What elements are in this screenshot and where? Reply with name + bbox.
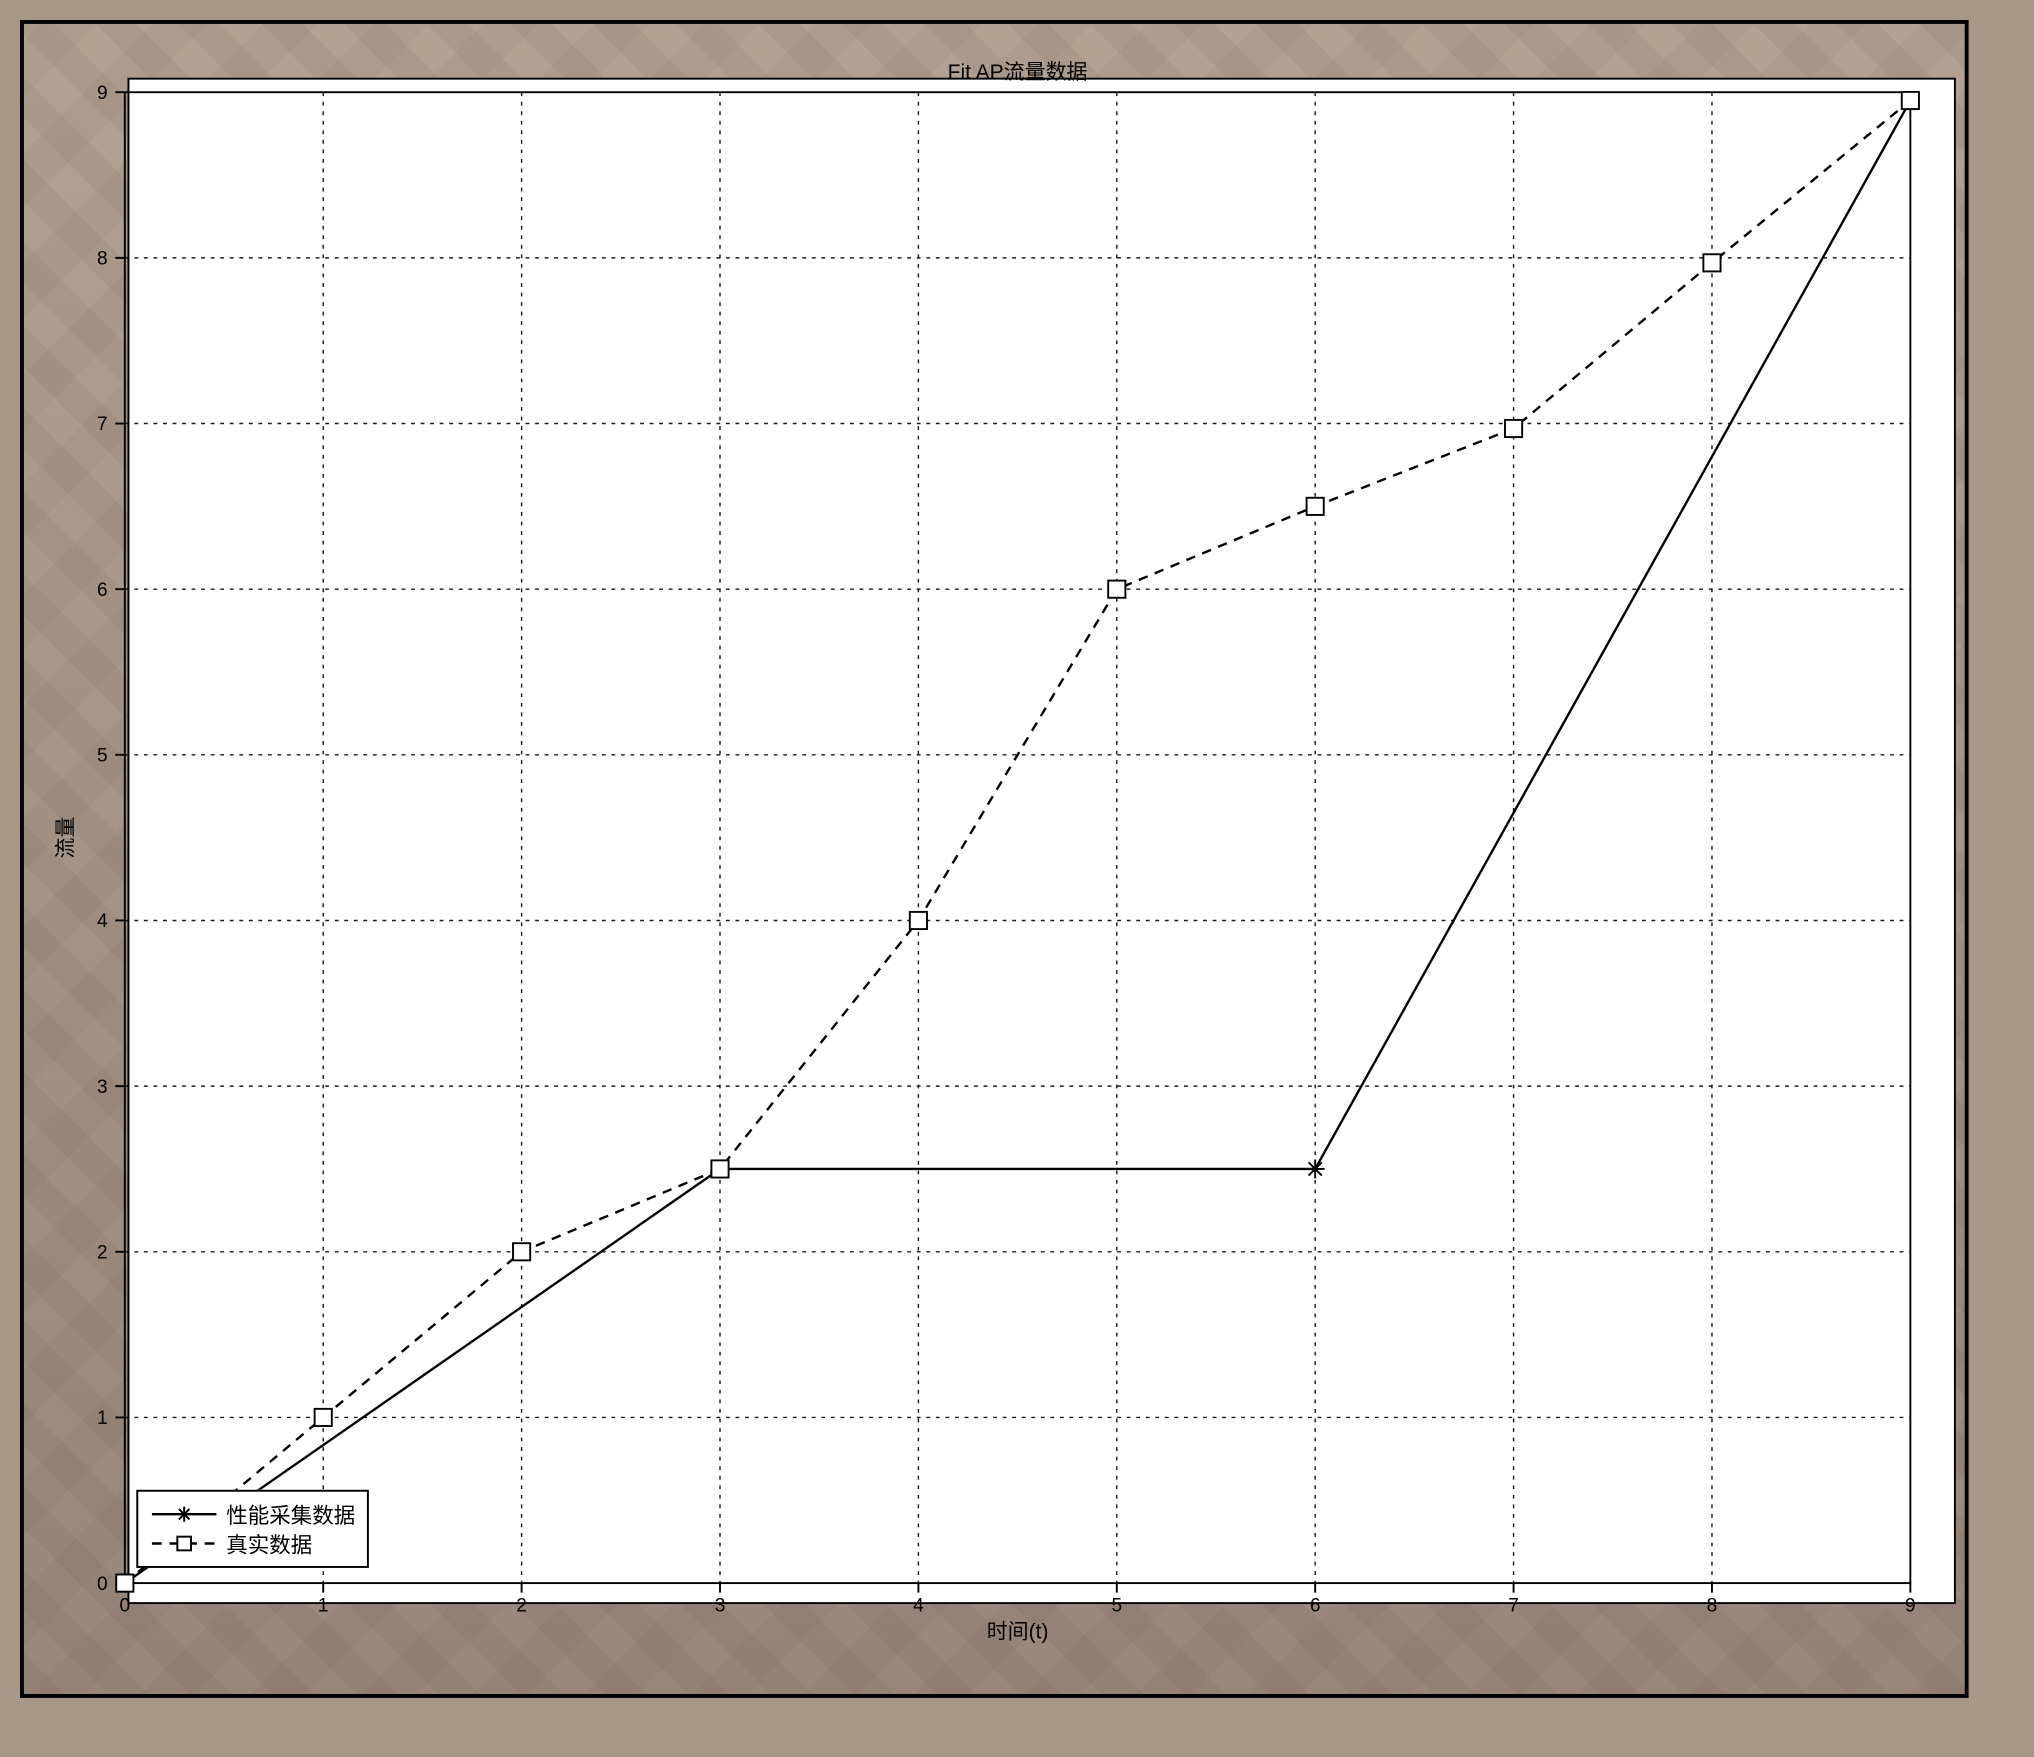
plot-area <box>127 78 1956 1605</box>
legend-sample <box>150 1532 218 1555</box>
svg-text:2: 2 <box>97 1242 108 1263</box>
svg-text:5: 5 <box>97 746 108 767</box>
legend: 性能采集数据真实数据 <box>136 1490 369 1568</box>
figure-window: 01234567890123456789Fit AP流量数据时间(t)流量 性能… <box>20 20 1969 1698</box>
legend-entry: 性能采集数据 <box>150 1500 355 1529</box>
svg-text:8: 8 <box>97 249 108 270</box>
svg-text:6: 6 <box>97 580 108 601</box>
legend-label: 真实数据 <box>226 1528 312 1559</box>
svg-text:3: 3 <box>97 1077 108 1098</box>
svg-text:4: 4 <box>97 911 108 932</box>
svg-text:9: 9 <box>97 83 108 104</box>
legend-sample <box>150 1503 218 1526</box>
legend-label: 性能采集数据 <box>226 1499 355 1530</box>
svg-text:1: 1 <box>97 1408 108 1429</box>
svg-text:流量: 流量 <box>54 817 77 859</box>
svg-text:7: 7 <box>97 414 108 435</box>
legend-entry: 真实数据 <box>150 1529 355 1558</box>
svg-text:0: 0 <box>97 1574 108 1595</box>
svg-text:时间(t): 时间(t) <box>987 1620 1049 1643</box>
